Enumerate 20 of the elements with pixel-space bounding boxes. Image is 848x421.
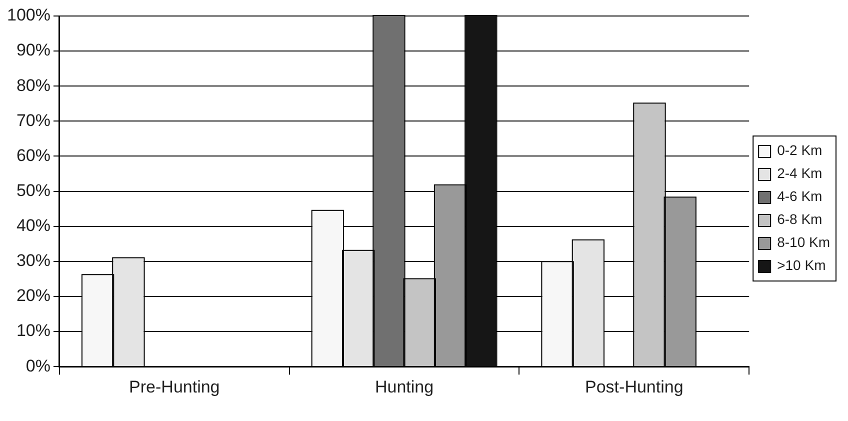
y-tick-label: 40% <box>16 216 50 236</box>
y-tick-label: 60% <box>16 146 50 165</box>
y-tick-label: 30% <box>16 251 50 270</box>
y-tick-label: 50% <box>16 180 50 200</box>
legend-label: 4-6 Km <box>777 188 822 204</box>
y-tick-label: 20% <box>16 286 50 306</box>
y-tick-label: 10% <box>16 321 50 340</box>
legend-label: 2-4 Km <box>777 164 822 181</box>
x-tick-label: Pre-Hunting <box>129 377 220 396</box>
x-tick-label: Hunting <box>374 377 434 396</box>
y-tick-label: 0% <box>26 356 50 376</box>
y-tick-label: 70% <box>16 110 50 130</box>
y-tick-label: 80% <box>16 76 50 95</box>
legend-label: 6-8 Km <box>777 210 822 227</box>
y-tick-label: 90% <box>16 40 50 60</box>
legend-label: 0-2 Km <box>777 142 822 158</box>
legend-label: >10 Km <box>777 256 826 273</box>
legend-label: 8-10 Km <box>777 234 830 250</box>
y-tick-label: 100% <box>6 6 50 25</box>
x-tick-label: Post-Hunting <box>585 377 684 396</box>
